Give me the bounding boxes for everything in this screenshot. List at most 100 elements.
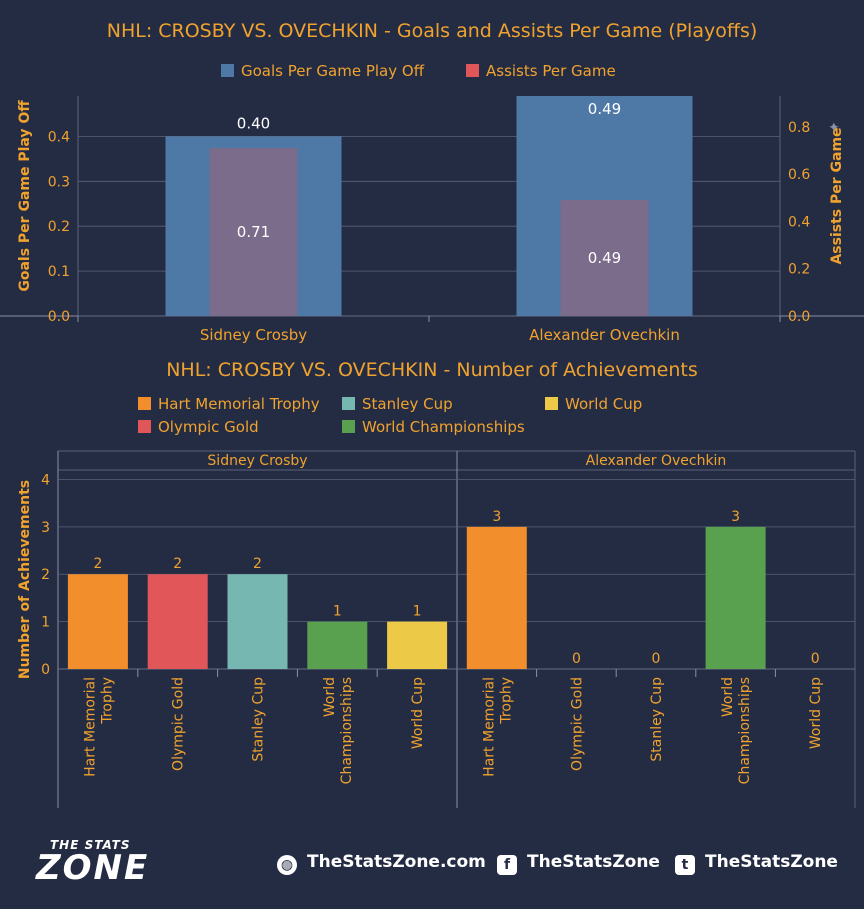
legend-hart-label: Hart Memorial Trophy: [158, 395, 320, 413]
y-tick-label: 0: [41, 662, 50, 678]
y-tick-label: 0.4: [48, 129, 70, 145]
twitter-icon: t: [675, 855, 695, 875]
category-label-line: Trophy: [99, 677, 115, 725]
legend-stanley-label: Stanley Cup: [362, 395, 453, 413]
legend-stanley[interactable]: Stanley Cup: [342, 395, 453, 413]
category-label-line: Championships: [339, 677, 355, 784]
category-label-line: World Cup: [808, 677, 824, 749]
category-label: Stanley Cup: [251, 677, 267, 762]
legend-goals[interactable]: Goals Per Game Play Off: [221, 62, 424, 80]
bar-data-label: 1: [333, 604, 342, 620]
website-link[interactable]: ◍ TheStatsZone.com: [277, 852, 486, 875]
twitter-link[interactable]: t TheStatsZone: [675, 852, 838, 875]
category-label: WorldChampionships: [322, 677, 355, 784]
category-label: Hart MemorialTrophy: [82, 677, 115, 777]
achievement-bar: [307, 621, 368, 669]
y2-tick-label: 0.2: [788, 262, 810, 278]
y-tick-label: 4: [41, 472, 50, 488]
legend-worldcup-swatch: [545, 397, 558, 410]
category-label-line: Championships: [737, 677, 753, 784]
category-label-line: World: [720, 677, 736, 717]
y2-tick-label: 0.8: [788, 120, 810, 136]
legend-worldchamps-label: World Championships: [362, 418, 525, 436]
y2-tick-label: 0.4: [788, 214, 810, 230]
category-label: Alexander Ovechkin: [529, 326, 680, 344]
chart2-title: NHL: CROSBY VS. OVECHKIN - Number of Ach…: [166, 359, 698, 381]
category-label: Olympic Gold: [171, 677, 187, 771]
facebook-label: TheStatsZone: [527, 852, 660, 872]
category-label: Stanley Cup: [649, 677, 665, 762]
achievement-bar: [387, 621, 448, 669]
achievement-bar: [67, 574, 128, 669]
legend-hart-swatch: [138, 397, 151, 410]
bar-data-label: 0: [811, 651, 820, 667]
legend-worldcup[interactable]: World Cup: [545, 395, 642, 413]
goals-data-label: 0.40: [237, 114, 270, 132]
bar-data-label: 3: [731, 509, 740, 525]
legend-stanley-swatch: [342, 397, 355, 410]
category-label-line: Olympic Gold: [171, 677, 187, 771]
globe-icon: ◍: [277, 855, 297, 875]
bar-data-label: 0: [572, 651, 581, 667]
logo-line2: ZONE: [36, 848, 150, 888]
bar-data-label: 2: [253, 556, 262, 572]
legend-assists-label: Assists Per Game: [486, 62, 616, 80]
bar-data-label: 1: [413, 604, 422, 620]
bar-data-label: 2: [93, 556, 102, 572]
legend-assists-swatch: [466, 64, 479, 77]
y-tick-label: 0.1: [48, 264, 70, 280]
category-label: Sidney Crosby: [200, 326, 307, 344]
bar-data-label: 0: [652, 651, 661, 667]
y-tick-label: 0.0: [48, 309, 70, 325]
legend-goals-label: Goals Per Game Play Off: [241, 62, 425, 80]
category-label: WorldChampionships: [720, 677, 753, 784]
legend-assists[interactable]: Assists Per Game: [466, 62, 616, 80]
pin-icon: ✦: [828, 120, 840, 136]
category-label: World Cup: [410, 677, 426, 749]
logo-line1: THE STATS: [50, 838, 131, 852]
facebook-icon: f: [497, 855, 517, 875]
assists-data-label: 0.71: [237, 223, 270, 241]
y-axis-title: Goals Per Game Play Off: [17, 100, 33, 292]
y-axis-title: Number of Achievements: [17, 480, 33, 679]
legend-olympic[interactable]: Olympic Gold: [138, 418, 259, 436]
category-label-line: Stanley Cup: [251, 677, 267, 762]
y2-tick-label: 0.6: [788, 167, 810, 183]
category-label-line: Stanley Cup: [649, 677, 665, 762]
achievement-bar: [227, 574, 288, 669]
stats-zone-logo: THE STATS ZONE: [36, 838, 186, 888]
assists-bar: [209, 148, 298, 316]
y-tick-label: 0.3: [48, 174, 70, 190]
category-label-line: Trophy: [498, 677, 514, 725]
panel-title: Sidney Crosby: [207, 453, 307, 469]
facebook-link[interactable]: f TheStatsZone: [497, 852, 660, 875]
legend-olympic-swatch: [138, 420, 151, 433]
bar-data-label: 3: [492, 509, 501, 525]
chart1-title: NHL: CROSBY VS. OVECHKIN - Goals and Ass…: [106, 20, 758, 42]
legend-hart[interactable]: Hart Memorial Trophy: [138, 395, 320, 413]
category-label-line: Olympic Gold: [569, 677, 585, 771]
y2-tick-label: 0.0: [788, 309, 810, 325]
legend-worldchamps-swatch: [342, 420, 355, 433]
category-label-line: Hart Memorial: [481, 677, 497, 777]
assists-bar: [560, 200, 649, 316]
twitter-label: TheStatsZone: [705, 852, 838, 872]
category-label: Olympic Gold: [569, 677, 585, 771]
achievement-bar: [466, 526, 527, 669]
legend-worldchamps[interactable]: World Championships: [342, 418, 525, 436]
achievement-bar: [705, 526, 766, 669]
panel-title: Alexander Ovechkin: [586, 453, 727, 469]
website-label: TheStatsZone.com: [307, 852, 486, 872]
category-label: Hart MemorialTrophy: [481, 677, 514, 777]
legend-goals-swatch: [221, 64, 234, 77]
goals-assists-chart: 0.0 0.1 0.2 0.3 0.4 0.0 0.2 0.4 0.6 0.8 Goals Per …: [0, 96, 864, 344]
category-label-line: World: [322, 677, 338, 717]
achievements-chart: 0 1 2 3 4 Number of Achievements Sidney Crosby…: [17, 450, 856, 808]
assists-data-label: 0.49: [588, 249, 621, 267]
legend-olympic-label: Olympic Gold: [158, 418, 259, 436]
bar-data-label: 2: [173, 556, 182, 572]
y-tick-label: 0.2: [48, 219, 70, 235]
y-tick-label: 2: [41, 567, 50, 583]
y-tick-label: 3: [41, 520, 50, 536]
category-label-line: World Cup: [410, 677, 426, 749]
